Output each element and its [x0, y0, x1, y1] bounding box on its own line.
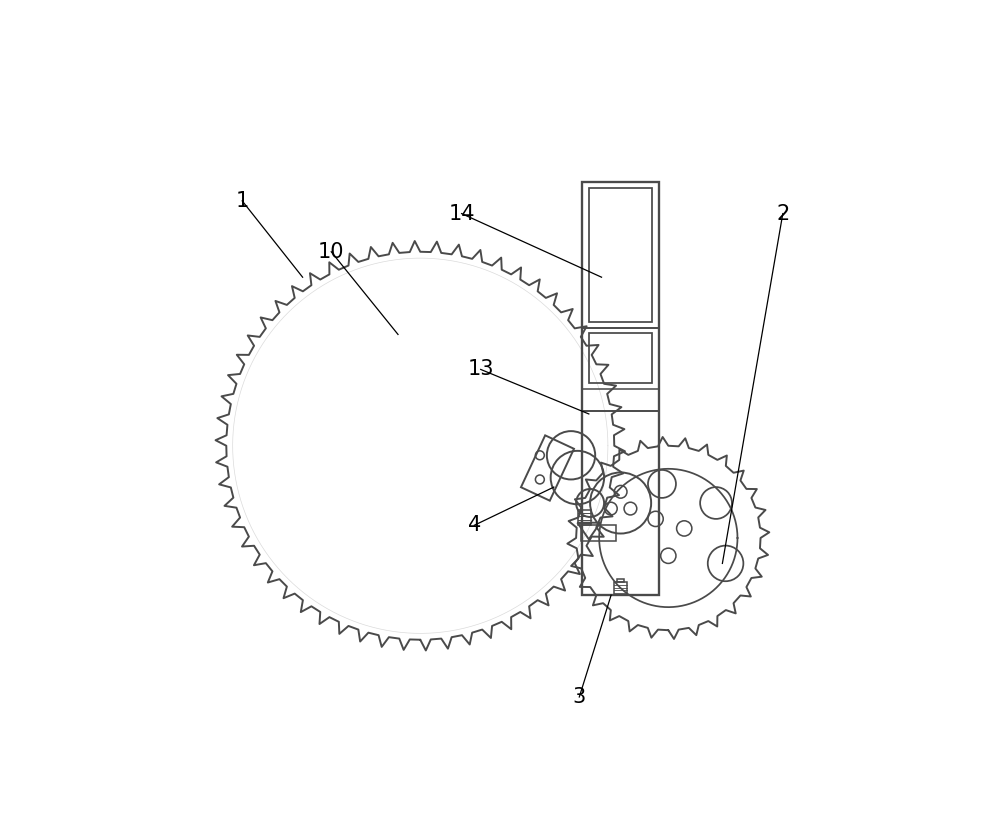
Text: 13: 13	[467, 359, 494, 379]
Text: 10: 10	[318, 242, 344, 262]
Bar	[614, 582, 627, 596]
Bar	[582, 182, 659, 596]
Bar	[617, 579, 624, 582]
Text: 14: 14	[448, 203, 475, 224]
Bar	[581, 525, 616, 541]
Text: 4: 4	[468, 515, 481, 535]
Bar	[578, 510, 591, 525]
Text: 2: 2	[776, 203, 789, 224]
Text: 3: 3	[573, 687, 586, 707]
Bar	[589, 188, 652, 321]
Bar	[589, 333, 652, 383]
Text: 1: 1	[236, 191, 249, 211]
